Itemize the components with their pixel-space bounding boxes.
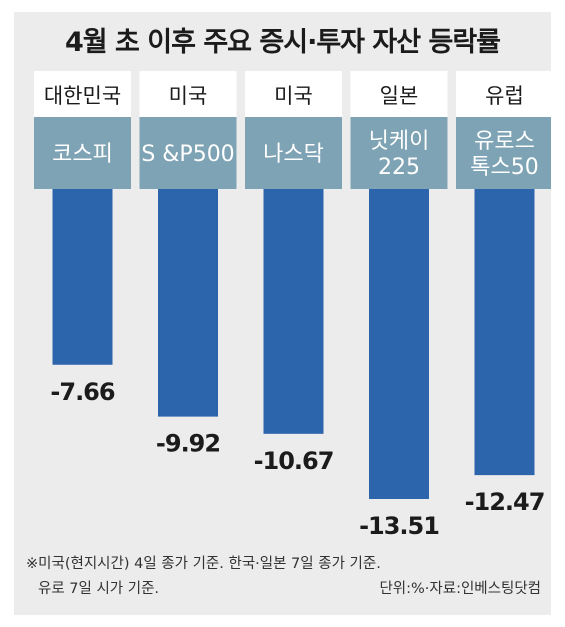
value-label: -13.51 xyxy=(359,512,439,540)
footnote-line-1: ※미국(현지시간) 4일 종가 기준. 한국·일본 7일 종가 기준. xyxy=(26,556,381,572)
country-header-box xyxy=(34,71,131,117)
country-label: 미국 xyxy=(274,84,313,108)
country-header-box xyxy=(456,71,551,117)
country-header-box xyxy=(350,71,448,117)
country-label: 유럽 xyxy=(485,84,524,108)
index-label: 나스닥 xyxy=(263,142,324,167)
footnote-line-2: 유로 7일 시가 기준. xyxy=(38,581,160,597)
bar xyxy=(52,189,113,365)
index-label-band xyxy=(34,117,131,189)
value-label: -9.92 xyxy=(156,430,220,458)
source-note: 단위:%·자료:인베스팅닷컴 xyxy=(379,581,541,597)
index-label-band xyxy=(456,117,551,189)
bar xyxy=(263,189,324,434)
bar xyxy=(158,189,218,417)
footnote: ※미국(현지시간) 4일 종가 기준. 한국·일본 7일 종가 기준. 유로 7… xyxy=(26,552,541,602)
index-label-band xyxy=(245,117,342,189)
country-label: 일본 xyxy=(380,84,419,108)
index-label: 225 xyxy=(378,155,420,180)
bar xyxy=(369,189,429,499)
index-label: 톡스50 xyxy=(470,155,538,180)
index-label: 유로스 xyxy=(474,129,535,154)
country-label: 미국 xyxy=(169,84,208,108)
index-label-band xyxy=(350,117,448,189)
chart-title: 4월 초 이후 주요 증시·투자 자산 등락률 xyxy=(64,27,501,58)
value-label: -7.66 xyxy=(50,378,114,406)
value-label: -12.47 xyxy=(465,488,545,516)
index-label: 닛케이 xyxy=(369,129,430,154)
value-label: -10.67 xyxy=(254,447,334,475)
country-header-box xyxy=(245,71,342,117)
bar xyxy=(474,189,535,476)
index-label-band xyxy=(139,117,237,189)
country-label: 대한민국 xyxy=(44,84,121,108)
country-header-box xyxy=(139,71,237,117)
index-label: 코스피 xyxy=(52,142,113,167)
index-label: S &P500 xyxy=(141,142,234,167)
